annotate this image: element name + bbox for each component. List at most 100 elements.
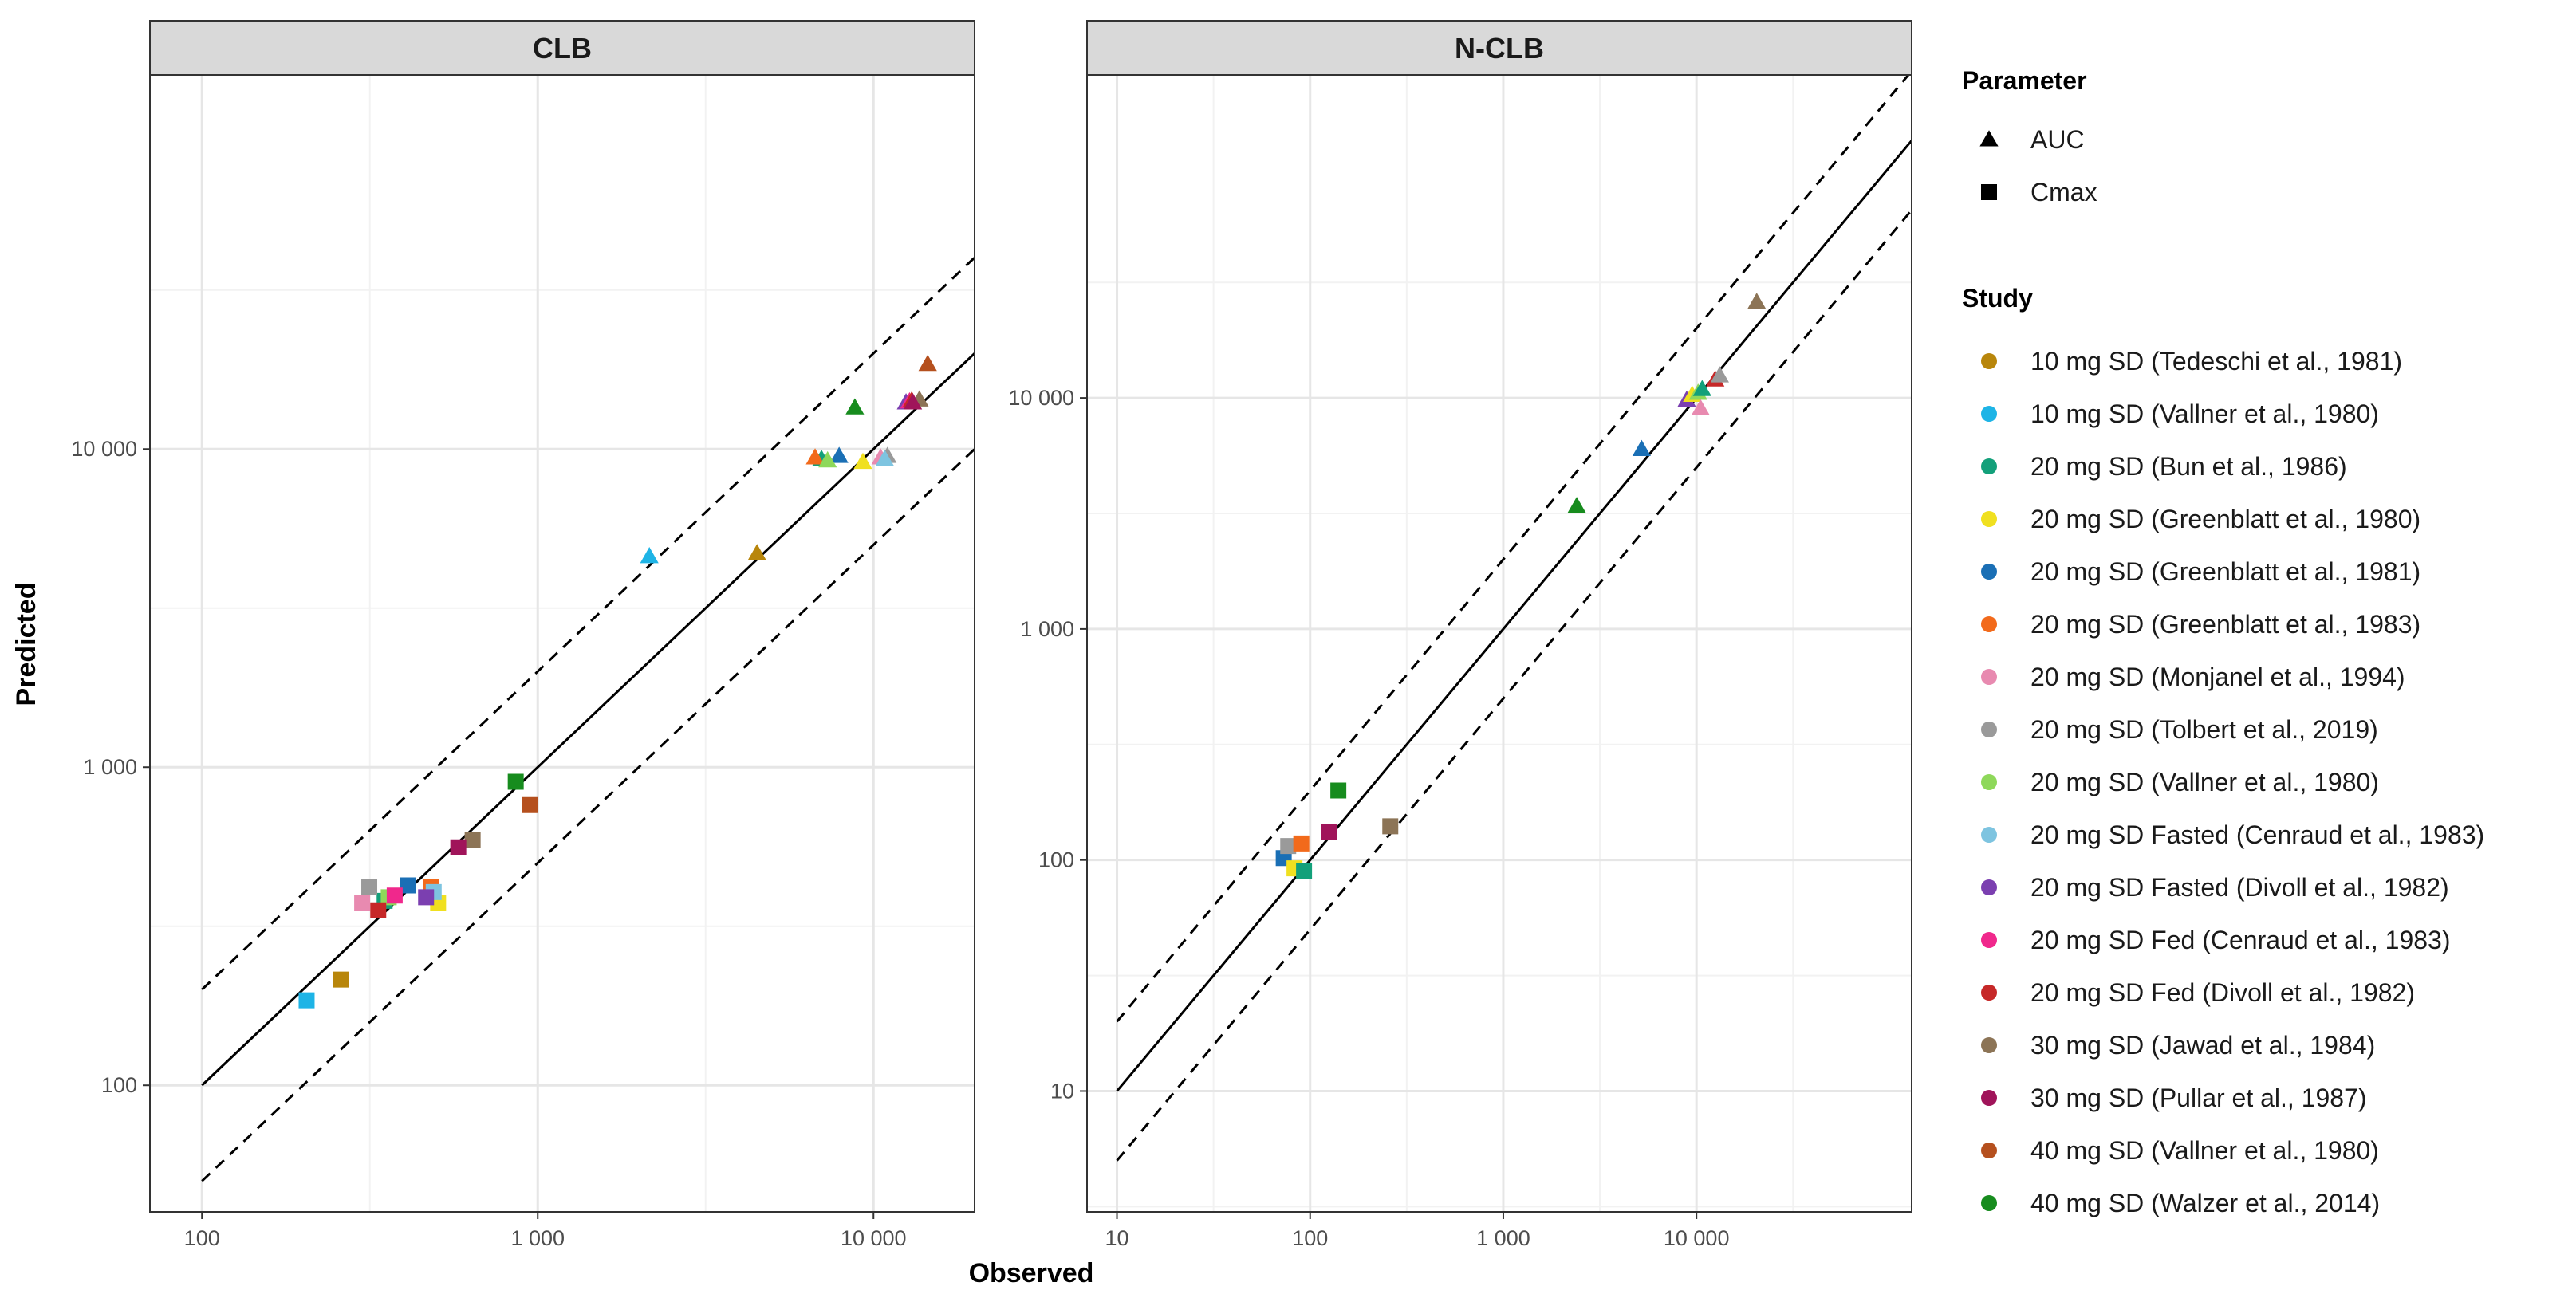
legend-study-swatch — [1981, 1090, 1997, 1106]
x-tick-label: 10 — [1105, 1226, 1128, 1250]
data-point-auc — [904, 393, 923, 410]
y-tick-label: 10 000 — [1008, 386, 1074, 410]
legend-study-label: 30 mg SD (Jawad et al., 1984) — [2030, 1031, 2375, 1060]
legend-study-label: 20 mg SD (Bun et al., 1986) — [2030, 452, 2347, 481]
ticks-nclb: 10 100 1 000 10 000 10 100 1 000 10 000 — [1008, 386, 1729, 1250]
data-point-cmax — [1280, 838, 1297, 855]
x-tick-label: 1 000 — [510, 1226, 565, 1250]
y-tick-label: 100 — [1038, 848, 1074, 872]
data-point-cmax — [522, 796, 538, 813]
reference-lines-nclb — [1116, 75, 1912, 1162]
legend-parameter-label: AUC — [2030, 125, 2085, 154]
data-point-cmax — [354, 895, 371, 911]
legend-study-swatch — [1981, 1143, 1997, 1158]
legend-cmax-symbol — [1981, 184, 1997, 200]
legend-study-label: 40 mg SD (Walzer et al., 2014) — [2030, 1189, 2380, 1217]
data-point-cmax — [1321, 824, 1337, 840]
legend-studies: 10 mg SD (Tedeschi et al., 1981) 10 mg SD… — [1981, 347, 2484, 1217]
data-point-auc — [845, 398, 865, 415]
legend-study-swatch — [1981, 564, 1997, 580]
strip-nclb — [1086, 20, 1912, 76]
legend-study-swatch — [1981, 985, 1997, 1001]
legend-parameter-title: Parameter — [1962, 66, 2087, 95]
legend-study-label: 40 mg SD (Vallner et al., 1980) — [2030, 1136, 2379, 1165]
legend-study-label: 10 mg SD (Vallner et al., 1980) — [2030, 399, 2379, 428]
data-point-cmax — [361, 879, 378, 895]
data-point-cmax — [1296, 862, 1313, 879]
data-point-cmax — [1382, 818, 1399, 835]
data-point-cmax — [386, 887, 403, 904]
x-tick-label: 100 — [184, 1226, 220, 1250]
data-point-auc — [1691, 399, 1710, 415]
data-point-auc — [1710, 366, 1729, 383]
legend-study-label: 20 mg SD (Vallner et al., 1980) — [2030, 768, 2379, 796]
identity-line — [1116, 138, 1912, 1092]
points-clb — [298, 354, 937, 1009]
legend-study-label: 20 mg SD (Greenblatt et al., 1983) — [2030, 610, 2420, 639]
x-tick-label: 10 000 — [1664, 1226, 1730, 1250]
upper-2fold-line — [201, 255, 975, 991]
legend-study-swatch — [1981, 406, 1997, 422]
legend-study-label: 20 mg SD Fed (Divoll et al., 1982) — [2030, 978, 2415, 1007]
legend-study-swatch — [1981, 669, 1997, 685]
legend-study-swatch — [1981, 616, 1997, 632]
x-tick-label: 100 — [1292, 1226, 1328, 1250]
data-point-cmax — [400, 877, 416, 894]
panel-nclb: N-CLB 10 100 1 000 10 000 10 100 1 000 10 000 — [1008, 20, 1912, 1250]
data-point-auc — [1747, 293, 1767, 309]
y-axis-title: Predicted — [11, 583, 41, 706]
data-point-cmax — [464, 832, 481, 848]
legend-study-label: 20 mg SD Fasted (Divoll et al., 1982) — [2030, 873, 2449, 902]
data-point-cmax — [333, 971, 349, 988]
data-point-cmax — [418, 889, 435, 906]
data-point-cmax — [370, 902, 387, 918]
legend-study-label: 20 mg SD (Greenblatt et al., 1980) — [2030, 505, 2420, 533]
strip-clb — [149, 20, 975, 76]
legend-parameter-label: Cmax — [2030, 178, 2097, 206]
legend-study-label: 20 mg SD Fed (Cenraud et al., 1983) — [2030, 926, 2451, 954]
legend: Parameter AUC Cmax Study 10 mg SD (Tedesc… — [1962, 66, 2484, 1217]
strip-title-clb: CLB — [533, 32, 592, 65]
plot-background-nclb — [1087, 75, 1912, 1212]
ticks-clb: 100 1 000 10 000 100 1 000 10 000 — [71, 437, 906, 1250]
plot-border-clb — [149, 74, 975, 1213]
data-point-cmax — [450, 839, 467, 855]
data-point-auc — [640, 547, 659, 564]
x-tick-label: 10 000 — [841, 1226, 907, 1250]
legend-study-swatch — [1981, 932, 1997, 948]
legend-parameters: AUC Cmax — [1979, 125, 2097, 206]
legend-study-swatch — [1981, 722, 1997, 737]
x-tick-label: 1 000 — [1476, 1226, 1530, 1250]
data-point-cmax — [1293, 835, 1310, 852]
legend-study-swatch — [1981, 879, 1997, 895]
legend-study-label: 20 mg SD Fasted (Cenraud et al., 1983) — [2030, 820, 2484, 849]
gridlines-nclb — [1087, 75, 1912, 1212]
data-point-auc — [918, 354, 937, 372]
data-point-auc — [829, 446, 849, 463]
data-point-auc — [1692, 380, 1711, 396]
y-tick-label: 10 000 — [71, 437, 137, 461]
data-point-auc — [818, 450, 837, 468]
data-point-cmax — [507, 773, 524, 790]
legend-study-title: Study — [1962, 284, 2033, 313]
legend-study-label: 30 mg SD (Pullar et al., 1987) — [2030, 1084, 2367, 1112]
legend-study-label: 10 mg SD (Tedeschi et al., 1981) — [2030, 347, 2402, 376]
plot-background-clb — [150, 75, 975, 1212]
legend-study-swatch — [1981, 827, 1997, 843]
y-tick-label: 1 000 — [1020, 617, 1074, 641]
data-point-cmax — [1330, 782, 1347, 799]
points-nclb — [1275, 293, 1767, 879]
strip-title-nclb: N-CLB — [1455, 32, 1544, 65]
legend-study-swatch — [1981, 1037, 1997, 1053]
panel-clb: CLB 100 1 000 10 000 100 1 000 10 000 — [71, 20, 975, 1250]
legend-study-swatch — [1981, 458, 1997, 474]
legend-study-label: 20 mg SD (Tolbert et al., 2019) — [2030, 715, 2378, 744]
y-tick-label: 10 — [1050, 1079, 1074, 1103]
legend-study-label: 20 mg SD (Monjanel et al., 1994) — [2030, 663, 2405, 691]
plot-border-nclb — [1086, 74, 1912, 1213]
data-point-auc — [805, 448, 825, 465]
y-tick-label: 1 000 — [83, 755, 137, 779]
y-tick-label: 100 — [101, 1073, 137, 1097]
legend-study-swatch — [1981, 774, 1997, 790]
